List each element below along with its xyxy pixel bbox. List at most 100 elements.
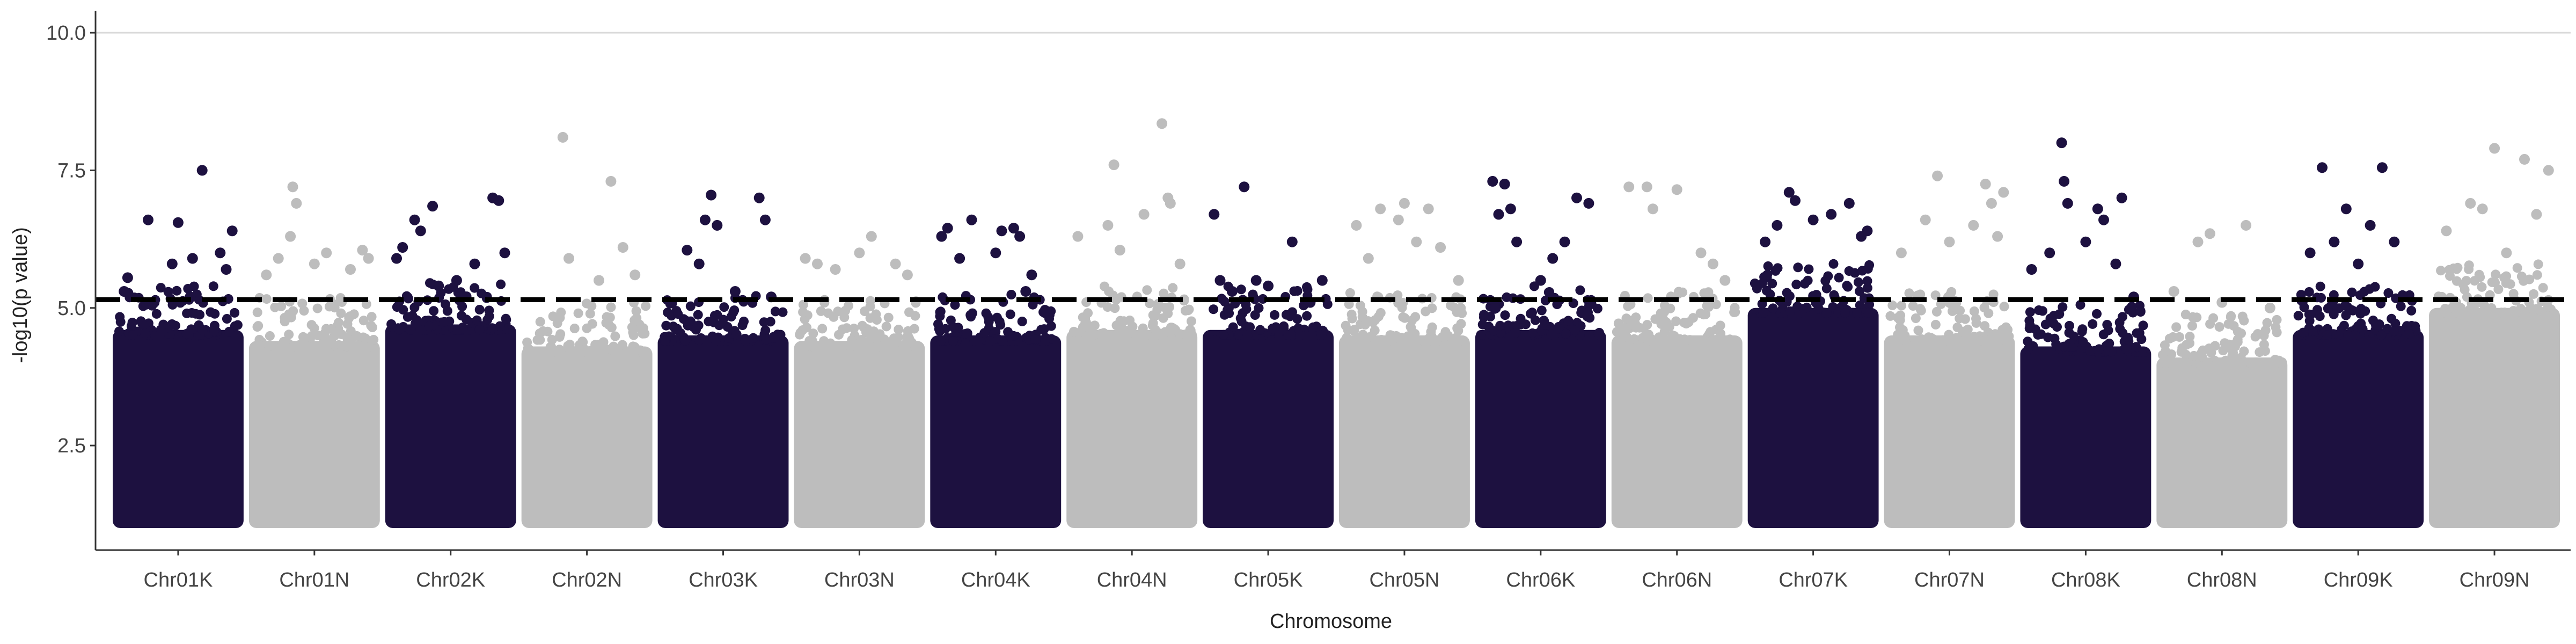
point-Chr08K-9: [2116, 192, 2127, 203]
cluster-Chr02N: [521, 346, 653, 528]
point-Chr01N-5: [309, 258, 320, 269]
fringe-point: [1008, 331, 1019, 341]
point-Chr07K-2: [1783, 187, 1795, 198]
fringe-point: [2543, 302, 2553, 312]
point-Chr04K-2: [954, 253, 965, 264]
fringe-point: [1175, 329, 1185, 339]
fringe-point: [1750, 279, 1760, 288]
fringe-point: [2341, 310, 2351, 320]
point-Chr07K-0: [1760, 236, 1771, 247]
fringe-point: [151, 309, 162, 319]
point-Chr02K-3: [415, 225, 426, 237]
fringe-point: [1570, 325, 1580, 335]
fringe-point: [2306, 310, 2316, 320]
fringe-point: [252, 308, 262, 318]
fringe-point: [114, 326, 124, 336]
point-Chr02K-5: [433, 280, 444, 291]
fringe-point: [2477, 282, 2487, 292]
fringe-point: [1187, 316, 1196, 326]
point-Chr09K-4: [2353, 258, 2364, 269]
cluster-Chr07K: [1747, 308, 1879, 528]
point-Chr05K-6: [1286, 236, 1298, 247]
point-Chr06K-7: [1559, 236, 1570, 247]
point-Chr05K-5: [1263, 280, 1274, 291]
fringe-point: [2293, 311, 2303, 321]
fringe-point: [2255, 347, 2265, 357]
fringe-point: [1758, 308, 1768, 318]
fringe-point: [1158, 313, 1168, 323]
fringe-point: [1853, 277, 1863, 287]
fringe-point: [255, 340, 265, 350]
point-Chr03K-1: [693, 258, 705, 269]
fringe-point: [2165, 358, 2175, 368]
fringe-point: [2475, 272, 2485, 282]
fringe-point: [2262, 318, 2272, 328]
fringe-point: [627, 322, 637, 332]
point-Chr04K-1: [942, 223, 953, 234]
point-Chr05K-1: [1214, 275, 1226, 286]
fringe-point: [876, 341, 887, 352]
fringe-point: [2350, 330, 2359, 340]
fringe-point: [1897, 301, 1907, 311]
fringe-point: [1166, 323, 1176, 333]
fringe-point: [817, 324, 828, 334]
cluster-Chr02K: [385, 324, 516, 528]
fringe-point: [2040, 319, 2051, 330]
fringe-point: [1375, 308, 1386, 318]
fringe-point: [2501, 271, 2512, 281]
fringe-point: [2189, 350, 2199, 361]
point-Chr02K-9: [493, 195, 504, 206]
fringe-point: [851, 340, 861, 350]
fringe-point: [535, 317, 545, 327]
fringe-point: [1168, 283, 1178, 293]
fringe-point: [2538, 283, 2548, 293]
cluster-Chr05K: [1203, 330, 1334, 528]
fringe-point: [298, 332, 308, 342]
point-Chr08K-5: [2080, 236, 2091, 247]
fringe-point: [1440, 327, 1451, 337]
fringe-point: [548, 347, 559, 357]
fringe-point: [2308, 326, 2318, 336]
fringe-point: [327, 339, 338, 349]
point-Chr06K-3: [1505, 203, 1516, 215]
fringe-point: [860, 306, 870, 316]
fringe-point: [1236, 284, 1246, 295]
point-Chr04K-8: [1020, 286, 1031, 297]
fringe-point: [2204, 343, 2214, 354]
fringe-point: [345, 336, 355, 347]
fringe-point: [685, 301, 696, 311]
point-Chr06K-0: [1487, 175, 1498, 187]
fringe-point: [2196, 348, 2206, 358]
fringe-point: [1960, 335, 1970, 346]
point-Chr05K-4: [1250, 275, 1262, 286]
fringe-point: [1083, 308, 1093, 318]
fringe-point: [2043, 332, 2053, 342]
fringe-point: [2347, 287, 2357, 297]
fringe-point: [1429, 334, 1439, 345]
point-Chr05K-0: [1209, 209, 1220, 220]
fringe-point: [904, 307, 914, 317]
point-Chr09N-7: [2543, 165, 2554, 176]
fringe-point: [2094, 344, 2104, 354]
point-Chr06K-4: [1511, 236, 1523, 247]
fringe-point: [2077, 324, 2088, 334]
point-Chr05N-2: [1375, 203, 1386, 215]
fringe-point: [525, 345, 535, 355]
point-Chr02N-5: [630, 269, 641, 281]
point-Chr07N-7: [1992, 231, 2003, 242]
fringe-point: [474, 325, 485, 335]
point-Chr02N-1: [564, 253, 574, 264]
fringe-point: [1782, 288, 1792, 298]
fringe-point: [313, 331, 323, 341]
point-Chr07K-6: [1843, 197, 1855, 209]
fringe-point: [981, 308, 991, 318]
fringe-point: [748, 333, 758, 343]
fringe-point: [2227, 358, 2237, 368]
fringe-point: [2227, 350, 2237, 361]
fringe-point: [685, 316, 696, 326]
fringe-point: [1955, 305, 1965, 316]
fringe-point: [902, 333, 912, 343]
fringe-point: [2360, 306, 2370, 316]
fringe-point: [778, 307, 788, 317]
fringe-point: [2390, 318, 2401, 328]
